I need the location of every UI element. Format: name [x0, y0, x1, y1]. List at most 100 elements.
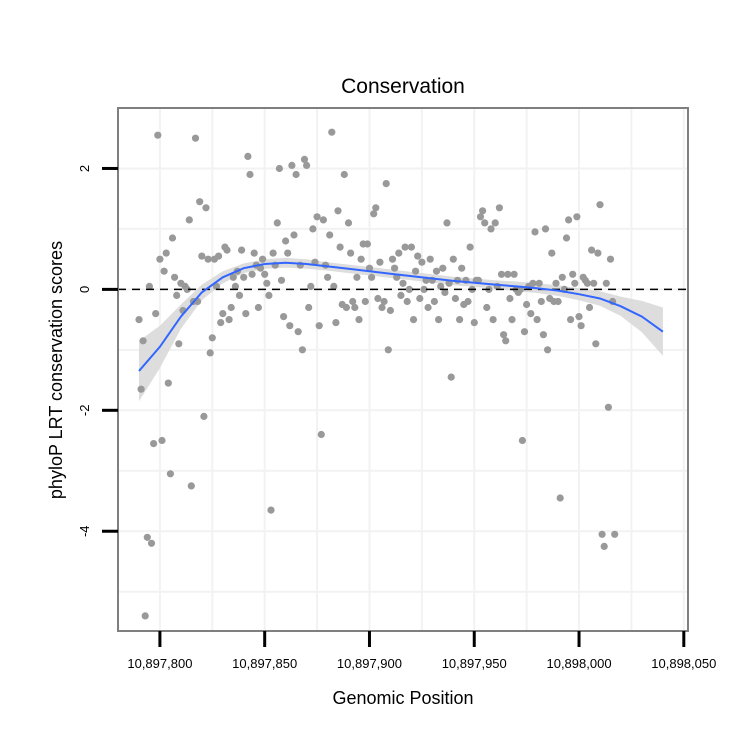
data-point — [592, 340, 600, 348]
data-point — [240, 273, 248, 281]
data-point — [518, 436, 527, 445]
data-point — [606, 255, 615, 263]
data-point — [319, 216, 327, 224]
data-point — [168, 234, 177, 242]
data-point — [202, 204, 210, 212]
data-point — [558, 273, 566, 281]
data-point — [347, 249, 355, 257]
data-point — [378, 303, 386, 312]
data-point — [261, 270, 269, 278]
data-point — [173, 291, 181, 299]
data-point — [250, 249, 258, 257]
data-point — [175, 340, 183, 348]
data-point — [414, 252, 422, 260]
data-point — [596, 201, 604, 209]
data-point — [491, 219, 499, 227]
data-point — [145, 282, 153, 290]
data-point — [150, 440, 158, 448]
data-point — [374, 294, 382, 303]
data-point — [384, 346, 392, 354]
data-point — [504, 270, 512, 278]
data-point — [416, 294, 424, 303]
data-point — [282, 237, 290, 245]
data-point — [223, 246, 231, 254]
x-tick-label: 10,897,800 — [127, 656, 192, 671]
data-point — [432, 267, 441, 275]
data-point — [533, 316, 541, 324]
data-point — [349, 297, 357, 306]
data-point — [183, 285, 191, 293]
data-point — [141, 612, 149, 620]
data-point — [598, 530, 606, 538]
data-point — [466, 243, 474, 251]
data-point — [351, 303, 359, 312]
data-point — [355, 316, 363, 324]
data-point — [135, 316, 143, 324]
data-point — [330, 282, 338, 290]
data-point — [405, 285, 413, 293]
data-point — [336, 243, 344, 251]
data-point — [219, 310, 227, 318]
data-point — [573, 213, 581, 221]
smooth-line — [138, 261, 664, 372]
data-point — [267, 506, 275, 514]
data-point — [156, 255, 164, 263]
data-point — [273, 219, 281, 227]
data-point — [225, 316, 233, 324]
data-point — [288, 161, 296, 169]
data-point — [535, 279, 543, 287]
data-point — [244, 152, 252, 160]
data-point — [246, 170, 254, 179]
data-point — [443, 219, 451, 227]
data-point — [552, 279, 560, 287]
data-point — [326, 231, 334, 239]
data-point — [248, 270, 256, 278]
gridlines — [118, 108, 688, 631]
data-point — [208, 334, 216, 342]
data-point — [152, 310, 160, 318]
data-point — [284, 249, 292, 257]
data-point — [554, 297, 562, 306]
data-point — [458, 264, 466, 272]
y-tick-label: 2 — [77, 165, 92, 172]
data-point — [215, 252, 223, 260]
data-point — [567, 316, 575, 324]
data-point — [529, 279, 537, 287]
data-point — [544, 346, 552, 354]
data-point — [506, 294, 514, 303]
data-point — [229, 273, 237, 281]
data-point — [395, 249, 403, 257]
data-point — [263, 279, 271, 287]
data-point — [307, 282, 315, 290]
data-point — [361, 297, 369, 306]
data-point — [227, 303, 235, 312]
x-tick-label: 10,898,000 — [546, 656, 611, 671]
data-point — [137, 385, 145, 393]
data-point — [588, 246, 596, 254]
data-point — [420, 285, 428, 293]
data-point — [162, 249, 170, 257]
data-point — [479, 207, 487, 215]
data-point — [275, 164, 283, 173]
data-point — [353, 273, 361, 281]
data-point — [399, 279, 407, 287]
data-point — [520, 328, 529, 336]
data-point — [548, 249, 556, 257]
data-point — [158, 436, 166, 445]
x-axis: 10,897,800 10,897,850 10,897,900 10,897,950… — [127, 631, 716, 671]
data-point — [357, 255, 365, 263]
data-point — [611, 530, 619, 538]
y-tick-label: -2 — [77, 405, 92, 417]
data-point — [206, 349, 214, 357]
data-point — [575, 313, 583, 321]
data-point — [315, 322, 323, 330]
data-point — [196, 198, 204, 206]
data-point — [577, 322, 585, 330]
data-point — [303, 161, 311, 169]
data-point — [527, 310, 535, 318]
plot-frame — [117, 107, 689, 632]
data-point — [254, 303, 262, 312]
data-point — [481, 219, 489, 227]
data-point — [259, 255, 267, 263]
